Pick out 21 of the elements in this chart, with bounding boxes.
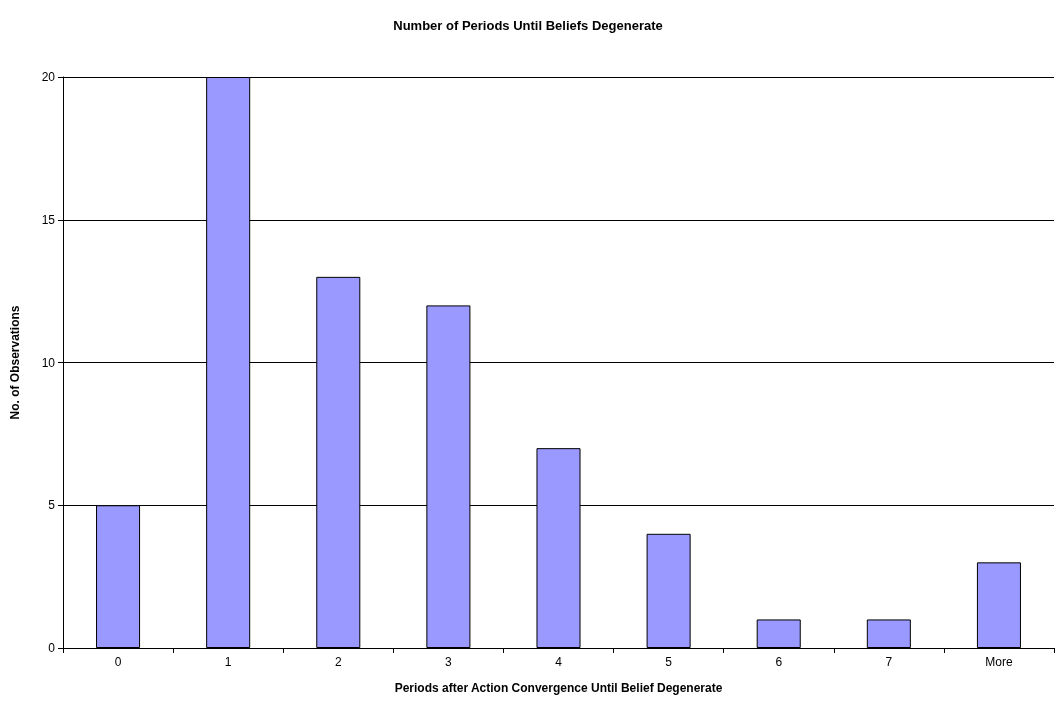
bar	[646, 533, 691, 648]
y-axis-title: No. of Observations	[8, 305, 22, 420]
x-tick-label: 5	[665, 655, 673, 669]
bar	[976, 562, 1021, 648]
y-tick-label: 5	[48, 498, 56, 513]
bar	[866, 619, 911, 648]
bar	[756, 619, 801, 648]
x-tick-label: 3	[445, 655, 453, 669]
chart-title: Number of Periods Until Beliefs Degenerate	[393, 18, 663, 33]
y-tick-label: 20	[41, 70, 56, 84]
y-tick-label: 15	[41, 212, 56, 227]
x-tick-label: More	[985, 655, 1013, 669]
y-tick-label: 0	[48, 641, 56, 655]
x-tick-label: 2	[334, 655, 342, 669]
x-tick-label: 7	[885, 655, 893, 669]
x-tick-label: 0	[114, 655, 122, 669]
x-tick-label: 1	[224, 655, 232, 669]
y-tick-label: 10	[41, 355, 56, 370]
x-tick-label: 6	[775, 655, 783, 669]
x-tick-label: 4	[555, 655, 563, 669]
x-axis-title: Periods after Action Convergence Until Belief Degenerate	[394, 681, 723, 695]
